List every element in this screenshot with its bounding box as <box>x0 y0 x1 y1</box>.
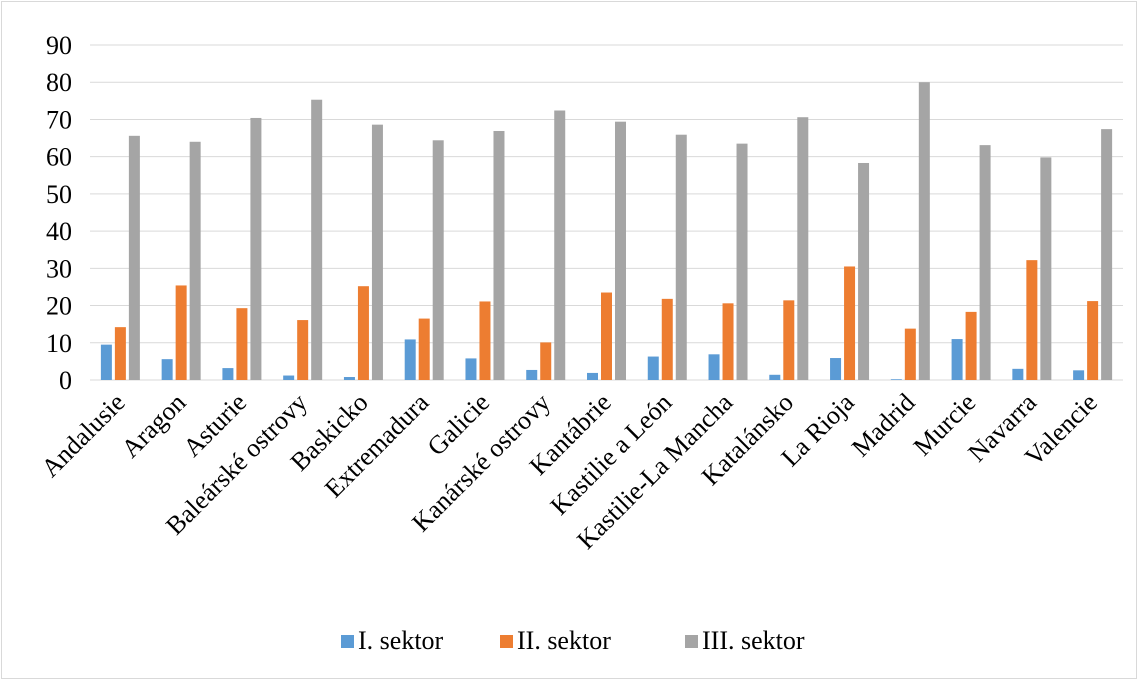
legend-label: II. sektor <box>517 626 611 655</box>
bar-1 <box>647 356 659 380</box>
bar-2 <box>479 301 491 380</box>
bar-1 <box>404 339 416 380</box>
bar-3 <box>128 135 140 380</box>
bar-2 <box>1026 260 1038 380</box>
y-tick-label: 90 <box>46 31 72 60</box>
bar-1 <box>769 374 781 380</box>
bar-2 <box>601 292 612 380</box>
x-category-label: Andalusie <box>36 388 131 483</box>
bar-1 <box>283 375 295 380</box>
bar-2 <box>540 342 552 380</box>
bar-3 <box>736 143 748 380</box>
bar-3 <box>615 121 626 380</box>
y-tick-label: 70 <box>46 105 72 134</box>
bar-3 <box>858 162 870 380</box>
bar-3 <box>1101 129 1113 380</box>
legend-swatch <box>685 635 698 648</box>
bar-1 <box>465 358 477 380</box>
legend-label: I. sektor <box>358 626 444 655</box>
bar-1 <box>1012 368 1024 380</box>
bar-3 <box>250 117 262 380</box>
bar-2 <box>175 285 187 380</box>
bar-3 <box>432 140 444 380</box>
bar-2 <box>722 303 734 380</box>
bar-3 <box>797 117 809 380</box>
y-tick-label: 80 <box>46 68 72 97</box>
y-tick-label: 10 <box>46 329 72 358</box>
y-tick-label: 50 <box>46 180 72 209</box>
bar-2 <box>114 327 126 380</box>
y-tick-label: 0 <box>59 366 72 395</box>
bar-2 <box>357 286 369 380</box>
x-category-label: Aragon <box>116 388 192 464</box>
bar-3 <box>371 124 383 381</box>
bar-2 <box>904 328 916 380</box>
legend-swatch <box>341 635 354 648</box>
bar-3 <box>918 82 930 380</box>
bar-3 <box>311 99 323 380</box>
bar-2 <box>783 300 795 380</box>
bar-3 <box>1040 157 1052 380</box>
bar-2 <box>844 266 856 380</box>
bar-1 <box>222 368 234 380</box>
bar-3 <box>493 130 505 380</box>
bar-1 <box>526 369 538 380</box>
bar-2 <box>661 298 673 380</box>
legend-swatch <box>500 635 513 648</box>
bar-2 <box>418 318 430 380</box>
bar-3 <box>189 141 201 380</box>
bar-2 <box>965 311 977 380</box>
bar-1 <box>708 354 720 380</box>
bar-2 <box>236 308 248 380</box>
y-tick-label: 30 <box>46 254 72 283</box>
bar-3 <box>675 134 687 380</box>
bar-1 <box>343 377 355 380</box>
y-tick-label: 60 <box>46 143 72 172</box>
bar-3 <box>554 110 566 380</box>
bar-1 <box>951 339 963 380</box>
bar-1 <box>100 344 112 380</box>
bar-2 <box>297 320 309 380</box>
bar-1 <box>587 372 598 380</box>
x-category-label: Madrid <box>846 388 921 463</box>
bar-1 <box>1073 370 1085 380</box>
bar-1 <box>890 379 902 380</box>
bar-2 <box>1087 301 1099 380</box>
bar-1 <box>830 358 842 380</box>
bar-3 <box>979 145 991 380</box>
bar-1 <box>161 359 173 380</box>
y-tick-label: 20 <box>46 292 72 321</box>
y-tick-label: 40 <box>46 217 72 246</box>
legend-label: III. sektor <box>702 626 805 655</box>
